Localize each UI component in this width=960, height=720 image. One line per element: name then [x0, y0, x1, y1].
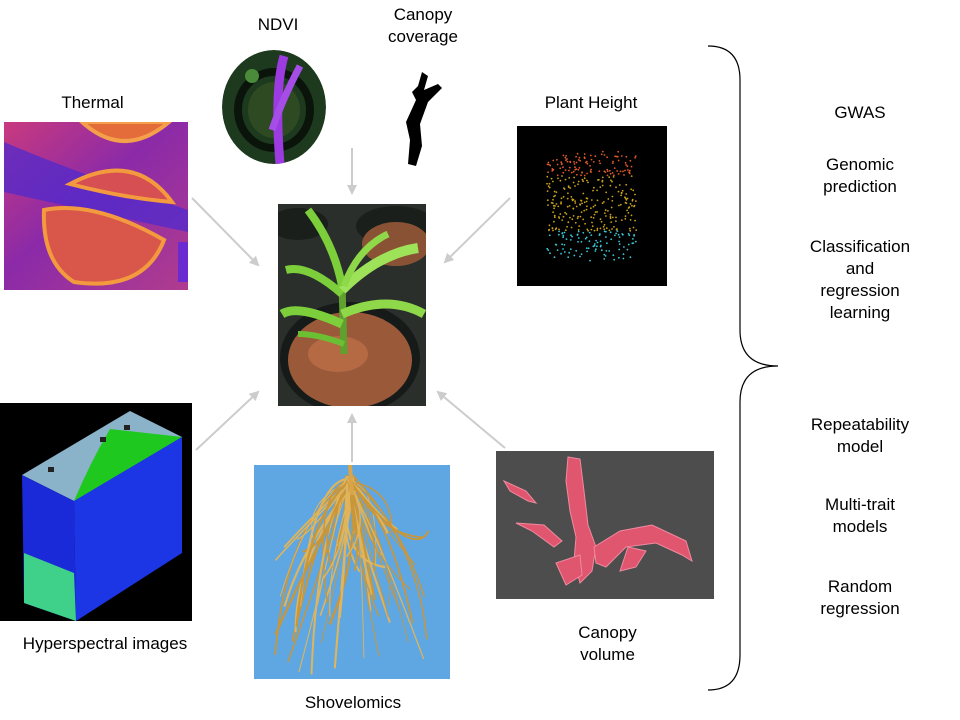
thermal-image-icon	[4, 122, 188, 290]
method-repeatability: Repeatability model	[810, 415, 910, 456]
label-plant-height: Plant Height	[544, 93, 638, 112]
method-classification-regression: Classification and regression learning	[809, 237, 911, 322]
mesh-model-icon	[496, 451, 714, 599]
method-random-regression: Random regression	[820, 577, 900, 618]
point-cloud-icon	[517, 126, 667, 286]
hyperspectral-cube-icon	[0, 403, 192, 621]
label-ndvi: NDVI	[257, 15, 299, 34]
arrow-canopy-volume	[436, 390, 506, 449]
method-gwas: GWAS	[834, 103, 886, 122]
method-genomic-prediction: Genomic prediction	[823, 155, 897, 196]
arrow-thermal	[191, 197, 260, 267]
arrow-plant-height	[443, 197, 511, 264]
label-hyperspectral: Hyperspectral images	[22, 634, 188, 653]
curly-bracket	[707, 45, 779, 691]
arrow-hyperspectral	[195, 390, 260, 451]
method-multi-trait: Multi-trait models	[825, 495, 895, 536]
maize-plant-photo-icon	[278, 204, 426, 406]
canopy-silhouette-icon	[398, 70, 444, 170]
label-thermal: Thermal	[61, 93, 124, 112]
label-canopy-volume: Canopy volume	[578, 623, 637, 664]
label-shovelomics: Shovelomics	[304, 693, 402, 712]
root-photo-icon	[254, 465, 450, 679]
label-canopy-coverage: Canopy coverage	[388, 5, 458, 46]
ndvi-image-icon	[222, 50, 326, 164]
